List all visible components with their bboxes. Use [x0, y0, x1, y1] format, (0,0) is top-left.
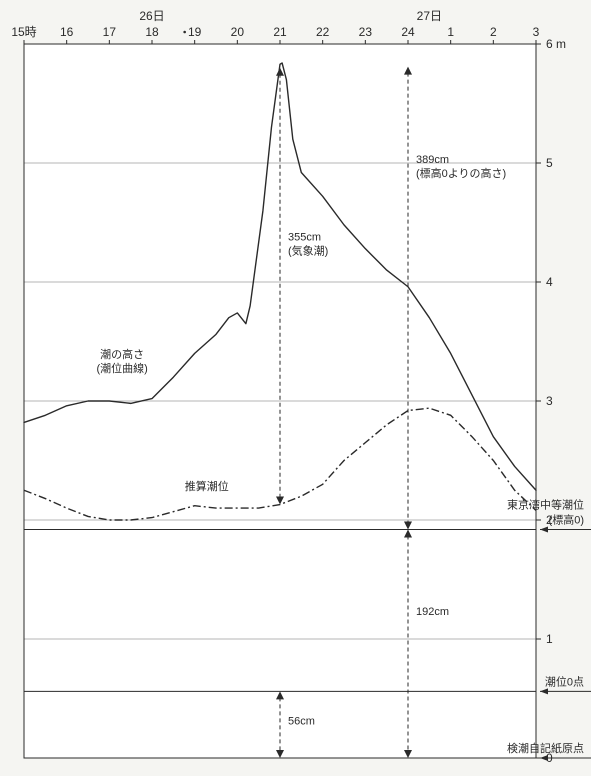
- svg-text:24: 24: [401, 25, 415, 39]
- svg-text:潮位0点: 潮位0点: [545, 674, 584, 688]
- svg-text:2: 2: [490, 25, 497, 39]
- svg-text:検潮自記紙原点: 検潮自記紙原点: [507, 741, 584, 755]
- svg-text:27日: 27日: [417, 9, 442, 23]
- svg-text:(標高0よりの高さ): (標高0よりの高さ): [416, 166, 506, 180]
- svg-text:(標高0): (標高0): [549, 513, 584, 527]
- svg-text:56cm: 56cm: [288, 716, 315, 728]
- svg-text:3: 3: [533, 25, 540, 39]
- svg-text:389cm: 389cm: [416, 154, 449, 166]
- svg-text:26日: 26日: [139, 9, 164, 23]
- svg-text:15時: 15時: [11, 25, 36, 39]
- svg-text:(潮位曲線): (潮位曲線): [96, 361, 147, 375]
- svg-text:(気象潮): (気象潮): [288, 243, 328, 257]
- svg-text:23: 23: [359, 25, 373, 39]
- svg-text:21: 21: [273, 25, 287, 39]
- svg-text:5: 5: [546, 156, 553, 170]
- svg-text:16: 16: [60, 25, 74, 39]
- svg-text:潮の高さ: 潮の高さ: [100, 347, 144, 361]
- svg-text:1: 1: [546, 632, 553, 646]
- svg-text:4: 4: [546, 275, 553, 289]
- svg-text:192cm: 192cm: [416, 606, 449, 618]
- svg-text:22: 22: [316, 25, 330, 39]
- svg-text:3: 3: [546, 394, 553, 408]
- svg-text:18: 18: [145, 25, 159, 39]
- svg-text:6 m: 6 m: [546, 37, 566, 51]
- svg-text:1: 1: [447, 25, 454, 39]
- svg-text:20: 20: [231, 25, 245, 39]
- svg-text:17: 17: [103, 25, 117, 39]
- svg-text:19: 19: [188, 25, 202, 39]
- svg-text:東京湾中等潮位: 東京湾中等潮位: [507, 498, 584, 512]
- svg-text:推算潮位: 推算潮位: [185, 479, 229, 493]
- svg-text:355cm: 355cm: [288, 231, 321, 243]
